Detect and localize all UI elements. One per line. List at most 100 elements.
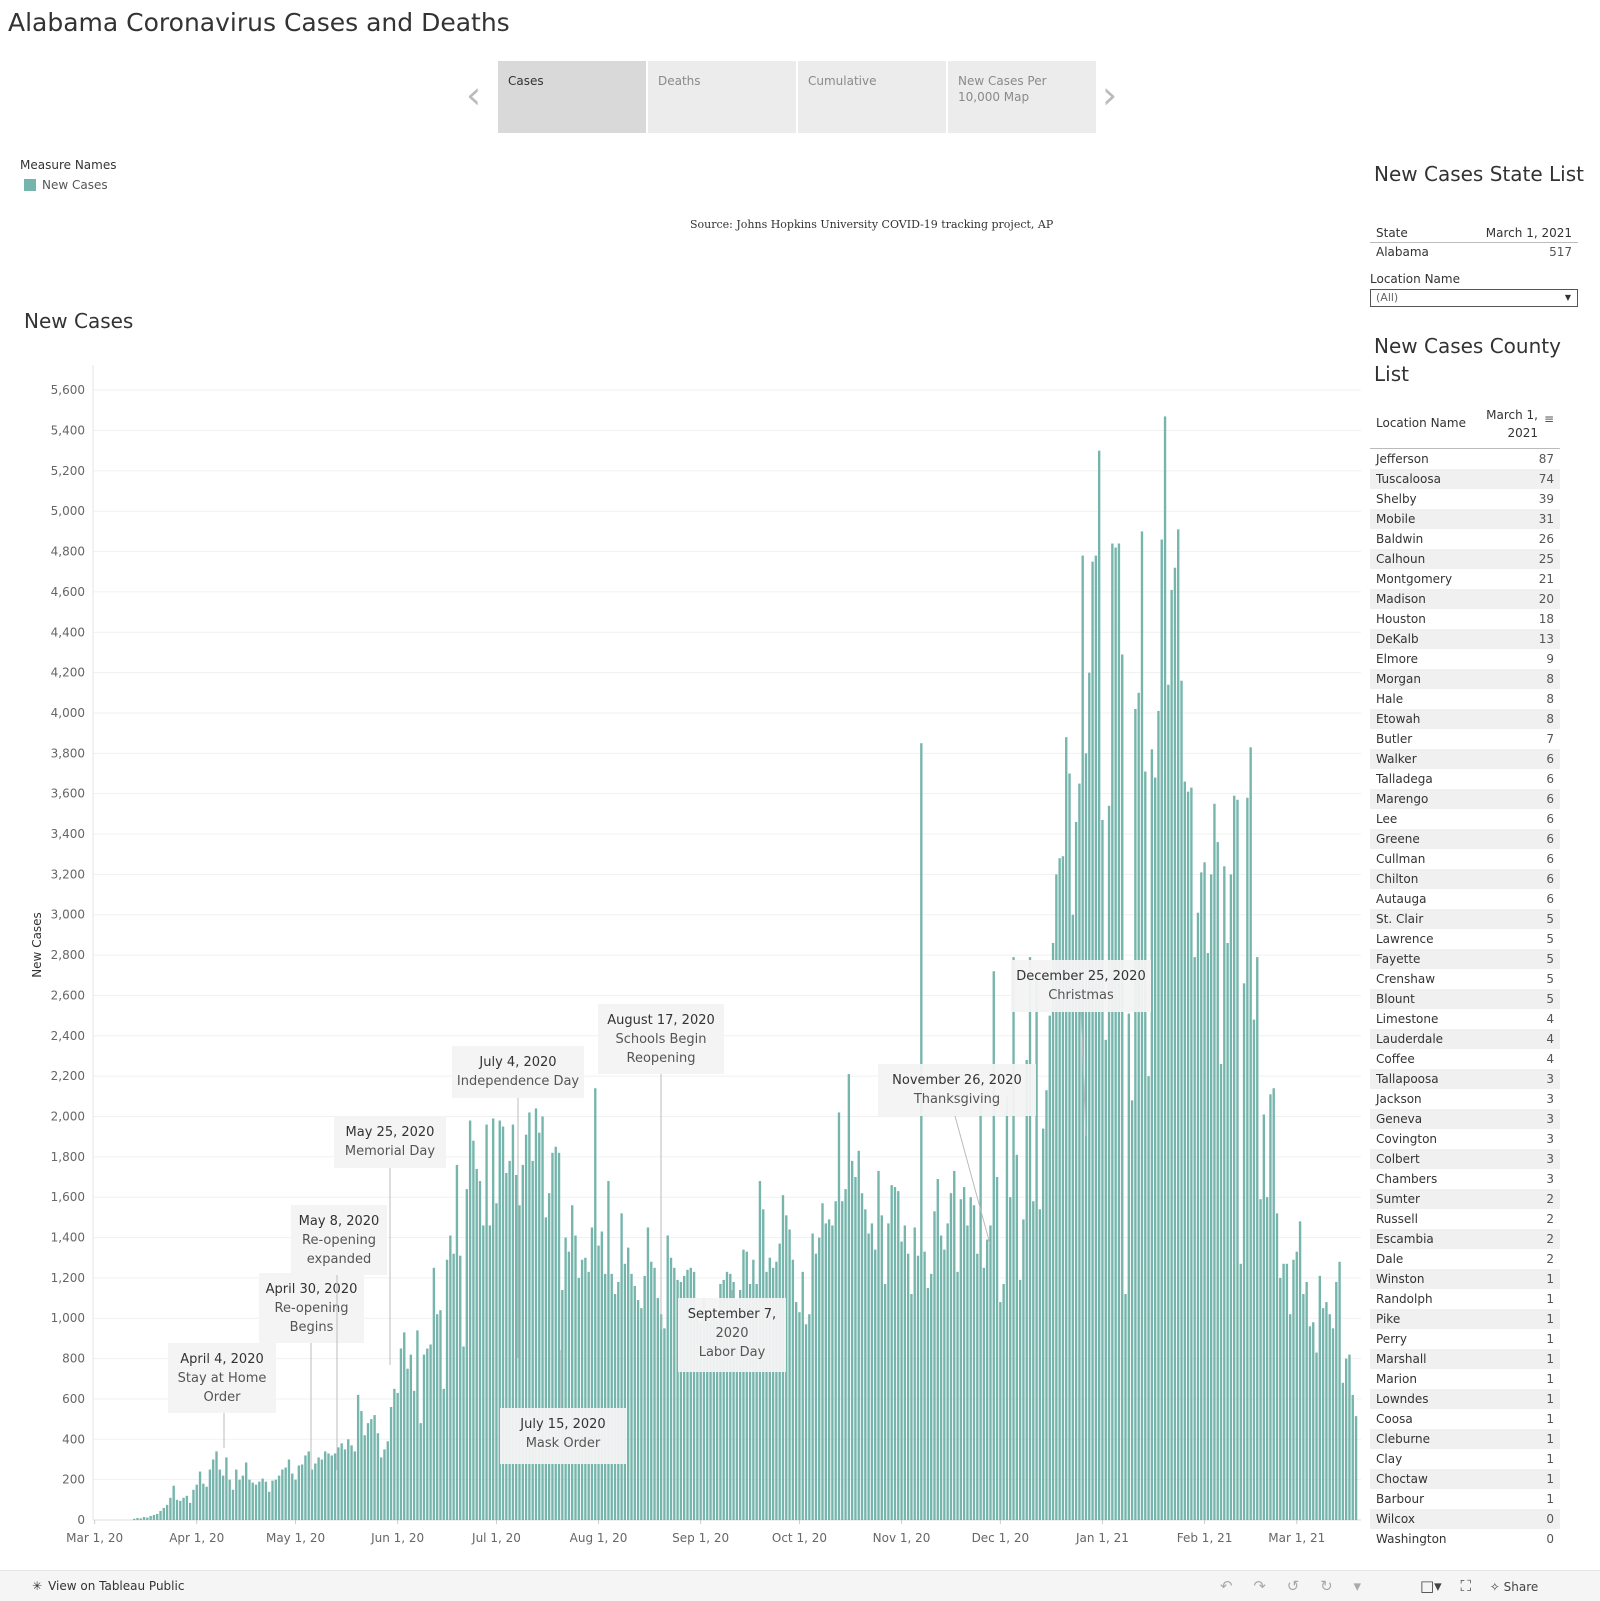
tab-map[interactable]: New Cases Per 10,000 Map: [948, 61, 1096, 133]
share-button[interactable]: ✧ Share: [1489, 1580, 1539, 1594]
county-row[interactable]: Barbour 1: [1370, 1489, 1560, 1509]
revert-icon[interactable]: ↺: [1286, 1577, 1300, 1595]
county-row[interactable]: Perry 1: [1370, 1329, 1560, 1349]
county-row[interactable]: Lee 6: [1370, 809, 1560, 829]
county-row[interactable]: Calhoun 25: [1370, 549, 1560, 569]
bar: [867, 1233, 870, 1520]
county-row[interactable]: Cullman 6: [1370, 849, 1560, 869]
county-row[interactable]: Lawrence 5: [1370, 929, 1560, 949]
bar: [1289, 1314, 1292, 1520]
next-arrow-icon[interactable]: ›: [1102, 73, 1118, 117]
undo-icon[interactable]: ↶: [1220, 1577, 1233, 1595]
tab-cases[interactable]: Cases: [498, 61, 646, 133]
county-row[interactable]: Covington 3: [1370, 1129, 1560, 1149]
county-row[interactable]: Marshall 1: [1370, 1349, 1560, 1369]
bar: [435, 1314, 439, 1520]
county-row[interactable]: Jackson 3: [1370, 1089, 1560, 1109]
county-row[interactable]: Coosa 1: [1370, 1409, 1560, 1429]
bar: [254, 1484, 258, 1520]
county-row[interactable]: Houston 18: [1370, 609, 1560, 629]
county-row[interactable]: Washington 0: [1370, 1529, 1560, 1549]
county-row[interactable]: Colbert 3: [1370, 1149, 1560, 1169]
county-row[interactable]: Choctaw 1: [1370, 1469, 1560, 1489]
county-row[interactable]: Chilton 6: [1370, 869, 1560, 889]
county-row[interactable]: Shelby 39: [1370, 489, 1560, 509]
county-row[interactable]: Winston 1: [1370, 1269, 1560, 1289]
refresh-icon[interactable]: ↻: [1320, 1577, 1333, 1595]
annotation-text: Begins: [290, 1320, 334, 1335]
county-row[interactable]: Butler 7: [1370, 729, 1560, 749]
bar: [1308, 1326, 1312, 1520]
county-value: 18: [1538, 612, 1554, 626]
county-row[interactable]: Chambers 3: [1370, 1169, 1560, 1189]
county-name: Jefferson: [1376, 452, 1429, 466]
county-row[interactable]: Greene 6: [1370, 829, 1560, 849]
county-row[interactable]: Crenshaw 5: [1370, 969, 1560, 989]
county-name: Chambers: [1376, 1172, 1438, 1186]
county-row[interactable]: Hale 8: [1370, 689, 1560, 709]
county-row[interactable]: Lauderdale 4: [1370, 1029, 1560, 1049]
y-tick-label: 3,000: [51, 908, 85, 922]
county-row[interactable]: Escambia 2: [1370, 1229, 1560, 1249]
bar: [1209, 874, 1213, 1520]
county-row[interactable]: Sumter 2: [1370, 1189, 1560, 1209]
county-row[interactable]: Madison 20: [1370, 589, 1560, 609]
bar: [1038, 1209, 1042, 1520]
y-tick-label: 5,400: [51, 424, 85, 438]
county-name: Montgomery: [1376, 572, 1453, 586]
county-row[interactable]: Cleburne 1: [1370, 1429, 1560, 1449]
county-row[interactable]: Walker 6: [1370, 749, 1560, 769]
county-row[interactable]: Clay 1: [1370, 1449, 1560, 1469]
county-row[interactable]: Coffee 4: [1370, 1049, 1560, 1069]
bar: [198, 1471, 202, 1520]
pause-dropdown-icon[interactable]: ▾: [1353, 1577, 1361, 1595]
county-row[interactable]: Limestone 4: [1370, 1009, 1560, 1029]
bar: [923, 1251, 926, 1520]
sort-icon[interactable]: ≡: [1543, 412, 1554, 426]
fullscreen-icon[interactable]: ⛶: [1460, 1577, 1471, 1595]
county-row[interactable]: Marion 1: [1370, 1369, 1560, 1389]
state-row[interactable]: Alabama 517: [1370, 243, 1578, 261]
bar: [442, 1388, 445, 1520]
county-row[interactable]: Marengo 6: [1370, 789, 1560, 809]
county-row[interactable]: Etowah 8: [1370, 709, 1560, 729]
county-row[interactable]: Pike 1: [1370, 1309, 1560, 1329]
bar: [185, 1495, 189, 1520]
county-row[interactable]: Dale 2: [1370, 1249, 1560, 1269]
county-row[interactable]: Randolph 1: [1370, 1289, 1560, 1309]
view-on-tableau-link[interactable]: ✳ View on Tableau Public: [32, 1579, 184, 1593]
county-row[interactable]: Morgan 8: [1370, 669, 1560, 689]
y-tick-label: 1,800: [51, 1150, 85, 1164]
county-name: Cullman: [1376, 852, 1426, 866]
tab-deaths[interactable]: Deaths: [648, 61, 796, 133]
redo-icon[interactable]: ↷: [1253, 1577, 1266, 1595]
county-row[interactable]: Autauga 6: [1370, 889, 1560, 909]
bar: [1262, 1114, 1266, 1520]
county-row[interactable]: Jefferson 87: [1370, 449, 1560, 469]
county-row[interactable]: Mobile 31: [1370, 509, 1560, 529]
county-row[interactable]: DeKalb 13: [1370, 629, 1560, 649]
download-icon[interactable]: □▾: [1420, 1577, 1442, 1595]
county-row[interactable]: Geneva 3: [1370, 1109, 1560, 1129]
county-row[interactable]: Fayette 5: [1370, 949, 1560, 969]
annotation-text: Mask Order: [526, 1436, 601, 1451]
county-row[interactable]: Elmore 9: [1370, 649, 1560, 669]
county-row[interactable]: Lowndes 1: [1370, 1389, 1560, 1409]
county-row[interactable]: Montgomery 21: [1370, 569, 1560, 589]
legend-item[interactable]: New Cases: [24, 178, 108, 192]
county-value: 26: [1538, 532, 1554, 546]
county-row[interactable]: Tallapoosa 3: [1370, 1069, 1560, 1089]
bar: [330, 1455, 333, 1520]
tab-cumulative[interactable]: Cumulative: [798, 61, 946, 133]
county-row[interactable]: Tuscaloosa 74: [1370, 469, 1560, 489]
county-row[interactable]: St. Clair 5: [1370, 909, 1560, 929]
prev-arrow-icon[interactable]: ‹: [466, 73, 482, 117]
bar: [1144, 771, 1147, 1520]
county-row[interactable]: Talladega 6: [1370, 769, 1560, 789]
county-row[interactable]: Wilcox 0: [1370, 1509, 1560, 1529]
location-filter-select[interactable]: (All) ▼: [1370, 289, 1578, 307]
county-row[interactable]: Baldwin 26: [1370, 529, 1560, 549]
county-row[interactable]: Russell 2: [1370, 1209, 1560, 1229]
county-row[interactable]: Blount 5: [1370, 989, 1560, 1009]
bar: [580, 1259, 584, 1520]
